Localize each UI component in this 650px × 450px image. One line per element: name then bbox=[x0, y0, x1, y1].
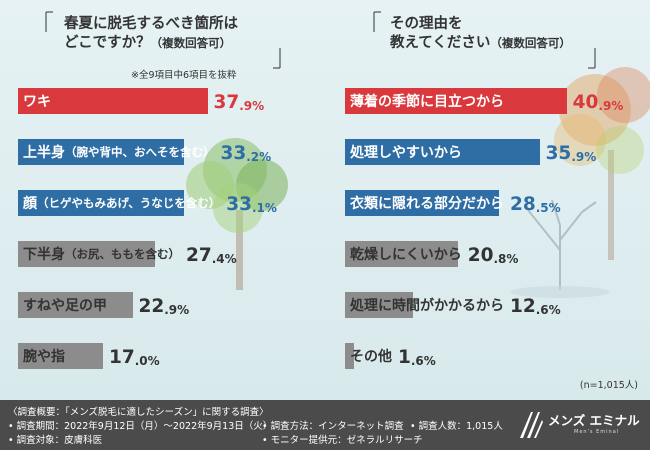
value-label-0-3: 27.4% bbox=[186, 241, 237, 267]
value-integer: 35 bbox=[545, 143, 572, 164]
footer-target: • 調査対象：皮膚科医 bbox=[8, 435, 103, 446]
bar-label-0-0: ワキ bbox=[23, 88, 51, 114]
footer-summary: 〈調査概要：「メンズ脱毛に適したシーズン」に関する調査〉 bbox=[8, 407, 269, 418]
value-integer: 20 bbox=[467, 245, 494, 266]
bar-0-3 bbox=[18, 241, 155, 267]
bar-label-1-2: 衣類に隠れる部分だから bbox=[350, 190, 504, 216]
right-title-line2: 教えてください bbox=[390, 35, 491, 51]
category-name: 処理に時間がかかるから bbox=[350, 298, 504, 314]
value-decimal: .2% bbox=[246, 150, 272, 164]
category-detail: （お尻、ももを含む） bbox=[65, 247, 180, 261]
left-title-line2: どこですか？ bbox=[64, 35, 151, 51]
value-decimal: .5% bbox=[535, 201, 561, 215]
bar-label-0-1: 上半身 （腕や背中、おへそを含む） bbox=[23, 139, 215, 165]
value-integer: 1 bbox=[398, 347, 411, 368]
category-name: 腕や指 bbox=[23, 349, 65, 365]
decorative-trees bbox=[186, 67, 650, 298]
bar-1-0 bbox=[345, 88, 567, 114]
value-label-1-5: 1.6% bbox=[398, 343, 436, 369]
value-integer: 33 bbox=[220, 143, 247, 164]
value-label-0-1: 33.2% bbox=[221, 139, 272, 165]
bar-1-4 bbox=[345, 292, 414, 318]
value-label-0-0: 37.9% bbox=[214, 88, 265, 114]
value-label-0-4: 22.9% bbox=[139, 292, 190, 318]
left-question-title: 春夏に脱毛するべき箇所は どこですか？（複数回答可） bbox=[64, 15, 238, 53]
value-integer: 40 bbox=[572, 92, 599, 113]
right-title-bracket bbox=[373, 11, 596, 69]
value-decimal: .6% bbox=[410, 354, 436, 368]
bar-0-0 bbox=[18, 88, 208, 114]
value-decimal: .9% bbox=[239, 99, 265, 113]
bar-1-1 bbox=[345, 139, 540, 165]
bar-label-1-4: 処理に時間がかかるから bbox=[350, 292, 504, 318]
category-name: 顔 bbox=[23, 196, 37, 212]
value-integer: 22 bbox=[138, 296, 165, 317]
bar-label-0-5: 腕や指 bbox=[23, 343, 65, 369]
value-decimal: .9% bbox=[164, 303, 190, 317]
category-name: その他 bbox=[350, 349, 392, 365]
infographic-canvas: 春夏に脱毛するべき箇所は どこですか？（複数回答可） ※全9項目中6項目を抜粋 … bbox=[0, 0, 650, 400]
sample-size: (n=1,015人) bbox=[579, 380, 638, 391]
value-label-1-3: 20.8% bbox=[468, 241, 519, 267]
category-name: すねや足の甲 bbox=[23, 298, 107, 314]
value-label-1-2: 28.5% bbox=[510, 190, 561, 216]
category-name: 上半身 bbox=[23, 145, 65, 161]
bar-1-3 bbox=[345, 241, 458, 267]
left-title-suffix: （複数回答可） bbox=[150, 36, 232, 50]
footer-period: • 調査期間：2022年9月12日（月）〜2022年9月13日（火） bbox=[8, 421, 273, 432]
logo-subtext: Men's Eminal bbox=[574, 429, 620, 435]
bar-0-5 bbox=[18, 343, 103, 369]
brand-logo: メンズ エミナル Men's Eminal bbox=[518, 409, 640, 441]
value-decimal: .6% bbox=[535, 303, 561, 317]
category-name: 処理しやすいから bbox=[350, 145, 462, 161]
value-integer: 17 bbox=[109, 347, 135, 368]
value-label-0-5: 17.0% bbox=[109, 343, 160, 369]
value-decimal: .9% bbox=[598, 99, 624, 113]
bar-label-1-1: 処理しやすいから bbox=[350, 139, 462, 165]
value-integer: 28 bbox=[510, 194, 536, 215]
bar-label-0-4: すねや足の甲 bbox=[23, 292, 107, 318]
left-title-bracket bbox=[45, 11, 281, 69]
logo-mark-icon bbox=[520, 412, 543, 438]
value-decimal: .4% bbox=[211, 252, 237, 266]
category-name: 乾燥しにくいから bbox=[350, 247, 462, 263]
right-question-title: その理由を 教えてください（複数回答可） bbox=[390, 15, 571, 53]
value-decimal: .8% bbox=[493, 252, 519, 266]
logo-text: メンズ エミナル bbox=[548, 413, 640, 428]
footer-method: • 調査方法：インターネット調査 bbox=[262, 421, 404, 432]
value-decimal: .1% bbox=[251, 201, 277, 215]
value-decimal: .0% bbox=[134, 354, 160, 368]
bar-0-1 bbox=[18, 139, 184, 165]
footer-count: • 調査人数：1,015人 bbox=[410, 421, 503, 432]
bar-1-2 bbox=[345, 190, 500, 216]
category-detail: （腕や背中、おへそを含む） bbox=[65, 145, 215, 159]
right-title-line1: その理由を bbox=[390, 16, 463, 32]
value-decimal: .9% bbox=[571, 150, 597, 164]
category-name: 下半身 bbox=[23, 247, 65, 263]
left-title-line1: 春夏に脱毛するべき箇所は bbox=[64, 16, 238, 32]
value-integer: 33 bbox=[226, 194, 252, 215]
value-label-1-4: 12.6% bbox=[510, 292, 561, 318]
value-integer: 37 bbox=[213, 92, 240, 113]
bar-label-0-3: 下半身 （お尻、ももを含む） bbox=[23, 241, 180, 267]
bar-label-1-0: 薄着の季節に目立つから bbox=[350, 88, 504, 114]
bar-0-2 bbox=[18, 190, 184, 216]
category-name: 衣類に隠れる部分だから bbox=[350, 196, 504, 212]
category-name: 薄着の季節に目立つから bbox=[350, 94, 504, 110]
category-detail: （ヒゲやもみあげ、うなじを含む） bbox=[37, 196, 221, 210]
bar-label-1-3: 乾燥しにくいから bbox=[350, 241, 462, 267]
value-label-1-1: 35.9% bbox=[546, 139, 597, 165]
bar-label-1-5: その他 bbox=[350, 343, 392, 369]
value-integer: 27 bbox=[186, 245, 212, 266]
value-integer: 12 bbox=[510, 296, 536, 317]
footer-provider: • モニター提供元：ゼネラルリサーチ bbox=[262, 435, 423, 446]
bar-1-5 bbox=[345, 343, 354, 369]
bar-label-0-2: 顔（ヒゲやもみあげ、うなじを含む） bbox=[23, 190, 220, 216]
value-label-0-2: 33.1% bbox=[226, 190, 277, 216]
value-label-1-0: 40.9% bbox=[573, 88, 624, 114]
category-name: ワキ bbox=[23, 94, 51, 110]
bar-0-4 bbox=[18, 292, 133, 318]
right-title-suffix: （複数回答可） bbox=[490, 36, 571, 50]
left-note: ※全9項目中6項目を抜粋 bbox=[131, 70, 237, 81]
